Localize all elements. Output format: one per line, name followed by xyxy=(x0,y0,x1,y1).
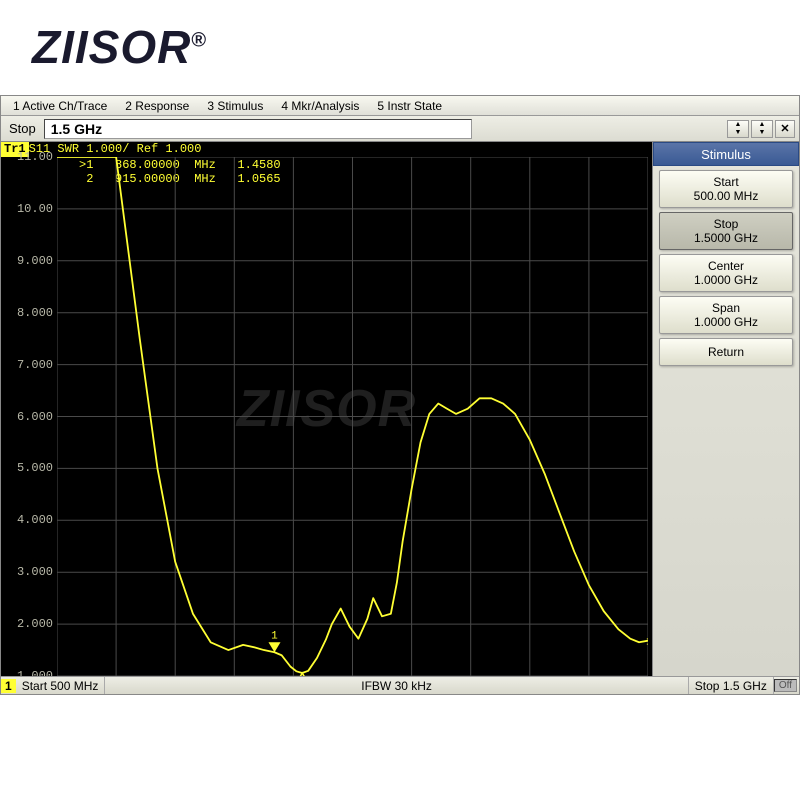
frequency-entry[interactable]: 1.5 GHz xyxy=(44,119,472,139)
menu-stimulus[interactable]: 3 Stimulus xyxy=(199,97,271,115)
status-ifbw: IFBW 30 kHz xyxy=(105,677,688,694)
status-off-badge: Off xyxy=(774,679,797,692)
status-channel: 1 xyxy=(1,679,16,693)
step-controls: ▲▼ ▲▼ ✕ xyxy=(727,120,795,138)
stimulus-span-button[interactable]: Span1.0000 GHz xyxy=(659,296,793,334)
menu-bar: 1 Active Ch/Trace 2 Response 3 Stimulus … xyxy=(1,96,799,116)
brand-logo: ZIISOR® xyxy=(32,20,207,74)
menu-mkr-analysis[interactable]: 4 Mkr/Analysis xyxy=(273,97,367,115)
menu-instr-state[interactable]: 5 Instr State xyxy=(369,97,450,115)
status-stop: Stop 1.5 GHz xyxy=(689,677,774,694)
entry-toolbar: Stop 1.5 GHz ▲▼ ▲▼ ✕ xyxy=(1,116,799,142)
step-fine[interactable]: ▲▼ xyxy=(727,120,749,138)
analyzer-window: 1 Active Ch/Trace 2 Response 3 Stimulus … xyxy=(0,95,800,695)
panel-title: Stimulus xyxy=(653,142,799,166)
stimulus-center-button[interactable]: Center1.0000 GHz xyxy=(659,254,793,292)
menu-response[interactable]: 2 Response xyxy=(117,97,197,115)
swr-chart: 121 xyxy=(57,157,648,676)
step-coarse[interactable]: ▲▼ xyxy=(751,120,773,138)
stimulus-return-button[interactable]: Return xyxy=(659,338,793,366)
svg-text:1: 1 xyxy=(271,630,278,642)
trace-header: Tr1 S11 SWR 1.000/ Ref 1.000 xyxy=(1,142,652,157)
menu-active-ch[interactable]: 1 Active Ch/Trace xyxy=(5,97,115,115)
stimulus-start-button[interactable]: Start500.00 MHz xyxy=(659,170,793,208)
entry-label: Stop xyxy=(5,121,40,136)
svg-text:1: 1 xyxy=(646,637,648,649)
status-bar: 1 Start 500 MHz IFBW 30 kHz Stop 1.5 GHz… xyxy=(1,676,799,694)
status-start: Start 500 MHz xyxy=(16,677,106,694)
trace-desc: S11 SWR 1.000/ Ref 1.000 xyxy=(29,142,202,157)
stimulus-panel: Stimulus Start500.00 MHz Stop1.5000 GHz Ce… xyxy=(652,142,799,676)
stimulus-stop-button[interactable]: Stop1.5000 GHz xyxy=(659,212,793,250)
entry-close-icon[interactable]: ✕ xyxy=(775,120,795,138)
plot-area: Tr1 S11 SWR 1.000/ Ref 1.000 >1 868.0000… xyxy=(1,142,652,676)
y-axis-labels: 11.0010.009.0008.0007.0006.0005.0004.000… xyxy=(1,157,55,676)
